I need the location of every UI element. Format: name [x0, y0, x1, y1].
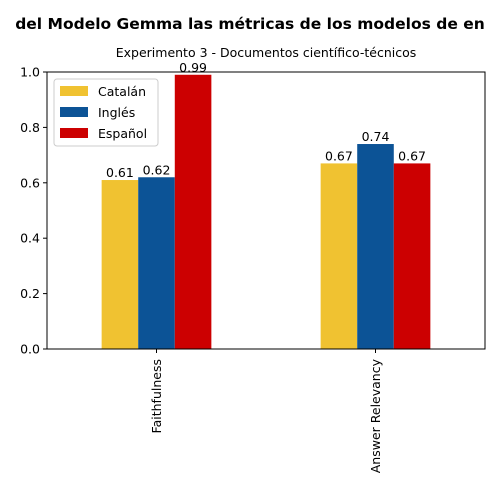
x-axis: Faithfulness Answer Relevancy: [149, 349, 383, 473]
data-label-faithfulness-ingles: 0.62: [143, 162, 171, 177]
y-tick-label: 0.8: [20, 120, 40, 135]
bar-faithfulness-espanol: [174, 74, 212, 350]
chart-subtitle: Experimento 3 - Documentos científico-té…: [116, 45, 417, 60]
bar-faithfulness-catalan: [101, 180, 139, 349]
bar-faithfulness-ingles: [138, 177, 175, 349]
data-labels-group: 0.61 0.62 0.99 0.67 0.74 0.67: [106, 60, 426, 180]
legend-label-espanol: Español: [98, 126, 147, 141]
y-tick-label: 0.0: [20, 342, 40, 357]
y-tick-label: 1.0: [20, 65, 40, 80]
plot-frame: [46, 71, 486, 350]
y-tick-label: 0.2: [20, 286, 40, 301]
legend-swatch-espanol: [60, 128, 88, 138]
legend-label-catalan: Catalán: [98, 84, 146, 99]
x-tick-label-answer-relevancy: Answer Relevancy: [368, 358, 383, 473]
bars-group: [101, 74, 431, 350]
bar-answer-relevancy-catalan: [320, 163, 358, 349]
legend-swatch-ingles: [60, 107, 88, 117]
x-tick-label-faithfulness: Faithfulness: [149, 359, 164, 433]
data-label-answer-relevancy-espanol: 0.67: [398, 148, 426, 163]
y-tick-label: 0.4: [20, 231, 40, 246]
bar-answer-relevancy-espanol: [393, 163, 431, 349]
bar-answer-relevancy-ingles: [357, 144, 394, 349]
data-label-answer-relevancy-ingles: 0.74: [362, 129, 390, 144]
y-tick-label: 0.6: [20, 175, 40, 190]
legend: Catalán Inglés Español: [53, 78, 159, 147]
data-label-faithfulness-espanol: 0.99: [179, 60, 207, 75]
y-axis: 0.0 0.2 0.4 0.6 0.8 1.0: [20, 65, 47, 357]
data-label-faithfulness-catalan: 0.61: [106, 165, 134, 180]
legend-swatch-catalan: [60, 86, 88, 96]
data-label-answer-relevancy-catalan: 0.67: [325, 148, 353, 163]
legend-label-ingles: Inglés: [98, 105, 135, 120]
chart-title: del Modelo Gemma las métricas de los mod…: [15, 15, 485, 33]
